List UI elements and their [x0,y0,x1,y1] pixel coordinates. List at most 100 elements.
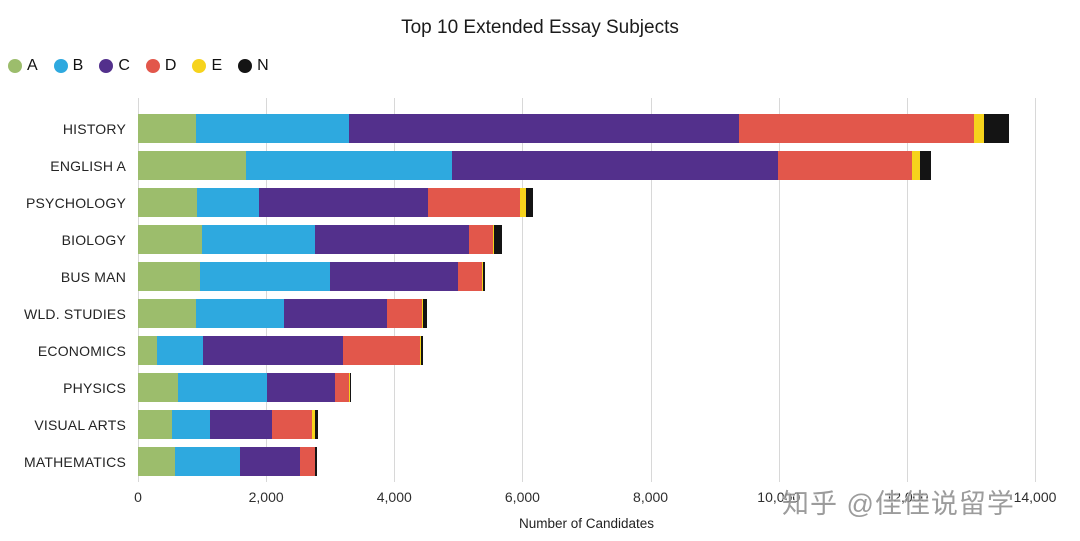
category-label-psychology: PSYCHOLOGY [25,194,126,211]
bar-segment-e-biology [492,225,495,254]
x-tick-label-0: 0 [134,489,142,505]
category-label-history: HISTORY [62,120,126,137]
gridline-12000 [906,98,908,482]
bar-segment-d-history [738,114,975,143]
bar-segment-b-economics [157,336,204,365]
legend-label-a: A [27,57,38,74]
x-axis-title: Number of Candidates [518,516,655,531]
bar-segment-a-bus-man [138,262,201,291]
bar-segment-e-psychology [520,188,526,217]
bar-segment-a-visual-arts [138,410,172,439]
bar-segment-b-english-a [246,151,452,180]
bar-segment-e-mathematics [314,447,316,476]
bar-segment-c-physics [267,373,335,402]
legend-label-d: D [164,57,177,74]
category-label-visual-arts: VISUAL ARTS [34,416,126,433]
x-tick-label-4000: 4,000 [376,489,412,505]
bar-segment-a-mathematics [138,447,176,476]
x-tick-label-10000: 10,000 [757,489,801,505]
bar-segment-c-english-a [451,151,779,180]
bar-track-mathematics [138,447,1035,476]
bar-segment-e-wld-studies [421,299,424,328]
bar-segment-n-physics [350,373,352,402]
legend-swatch-c [99,59,114,73]
bar-segment-b-history [195,114,350,143]
category-label-biology: BIOLOGY [61,231,126,248]
chart-title: Top 10 Extended Essay Subjects [401,17,679,38]
bar-track-psychology [138,188,1035,217]
legend-swatch-n [238,59,253,73]
legend-item-c: C [99,57,130,75]
bar-segment-c-visual-arts [209,410,272,439]
bar-segment-d-biology [468,225,493,254]
bar-segment-b-visual-arts [171,410,210,439]
category-label-economics: ECONOMICS [37,342,126,359]
bar-row-physics: PHYSICS [0,369,1040,406]
bar-segment-e-physics [349,373,351,402]
bar-segment-b-psychology [196,188,260,217]
legend-swatch-d [145,59,160,73]
bar-row-history: HISTORY [0,110,1040,147]
bar-row-english-a: ENGLISH A [0,147,1040,184]
bar-segment-a-english-a [138,151,247,180]
legend-item-a: A [8,57,38,75]
bar-track-history [138,114,1035,143]
gridline-8000 [650,98,652,482]
bar-track-wld-studies [138,299,1035,328]
gridline-14000 [1035,98,1036,482]
bar-segment-b-physics [177,373,268,402]
bar-segment-a-physics [138,373,178,402]
bar-track-physics [138,373,1035,402]
gridline-6000 [522,98,524,482]
bar-row-visual-arts: VISUAL ARTS [0,406,1040,443]
bar-segment-n-english-a [920,151,932,180]
bar-segment-e-economics [419,336,421,365]
bar-segment-c-mathematics [239,447,301,476]
bar-segment-c-economics [203,336,344,365]
gridline-10000 [778,98,780,482]
bar-segment-a-psychology [138,188,197,217]
bar-segment-e-english-a [911,151,921,180]
category-label-physics: PHYSICS [63,379,126,396]
x-axis-tick-labels: 0 2,000 4,000 6,000 8,000 10,000 12,000 14,000 [134,489,1056,507]
bar-segment-a-history [138,114,196,143]
bar-segment-e-bus-man [482,262,484,291]
bar-segment-n-mathematics [315,447,318,476]
x-tick-label-2000: 2,000 [248,489,284,505]
bar-segment-e-visual-arts [311,410,316,439]
bar-row-mathematics: MATHEMATICS [0,443,1040,480]
bar-segment-b-mathematics [175,447,240,476]
bar-row-biology: BIOLOGY [0,221,1040,258]
bar-track-biology [138,225,1035,254]
category-label-english-a: ENGLISH A [50,157,126,174]
legend-item-d: D [145,57,177,75]
bar-segment-d-economics [343,336,420,365]
bar-segment-a-biology [138,225,203,254]
x-tick-label-14000: 14,000 [1013,489,1057,505]
bar-track-economics [138,336,1035,365]
legend-swatch-e [192,59,207,73]
bar-segment-b-wld-studies [195,299,285,328]
bar-segment-a-economics [138,336,158,365]
legend-swatch-a [8,59,22,73]
x-tick-label-12000: 12,000 [885,489,929,505]
x-tick-label-8000: 8,000 [633,489,669,505]
bar-segment-d-physics [334,373,350,402]
bar-segment-c-wld-studies [284,299,387,328]
bar-segment-b-biology [202,225,315,254]
bar-row-bus-man: BUS MAN [0,258,1040,295]
legend-item-b: B [53,57,83,75]
bar-segment-a-wld-studies [138,299,196,328]
watermark: 知乎 @佳佳说留学 [782,489,1015,519]
bar-row-psychology: PSYCHOLOGY [0,184,1040,221]
bar-row-wld-studies: WLD. STUDIES [0,295,1040,332]
legend-item-e: E [192,57,222,75]
bar-segment-d-bus-man [458,262,483,291]
category-label-bus-man: BUS MAN [60,268,126,285]
legend-item-n: N [238,57,269,75]
bar-segment-d-mathematics [300,447,315,476]
bar-segment-b-bus-man [200,262,331,291]
bar-rows: HISTORY ENGLISH A PSYCHOLOGY BIOLOGY BUS MAN… [0,110,1040,480]
